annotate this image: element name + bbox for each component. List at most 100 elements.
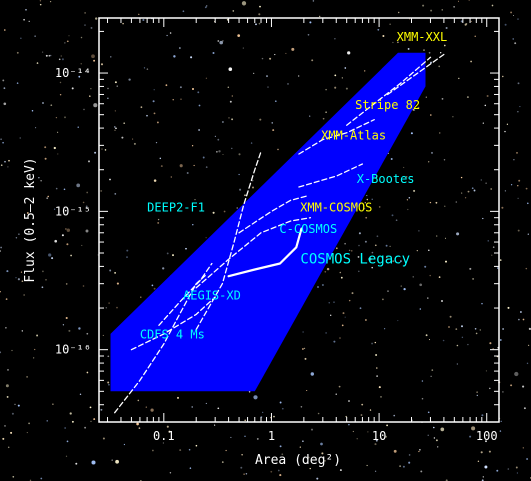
star (497, 267, 499, 269)
star (285, 52, 287, 54)
star (519, 106, 521, 108)
star (31, 109, 34, 112)
curve-xmm-xxl (386, 52, 447, 96)
star (115, 459, 119, 464)
star (502, 391, 504, 393)
star (0, 164, 3, 167)
star (258, 22, 261, 25)
star (309, 21, 312, 24)
star (492, 347, 494, 350)
star (91, 54, 95, 59)
star (371, 198, 373, 200)
star (46, 197, 49, 200)
star (326, 267, 330, 271)
star (376, 235, 379, 238)
star (485, 440, 487, 443)
star (170, 176, 172, 178)
star (420, 470, 423, 473)
star (5, 298, 8, 300)
star (71, 420, 74, 423)
star (516, 152, 518, 154)
star (338, 385, 341, 388)
star (0, 138, 2, 141)
star (0, 250, 1, 252)
x-tick-label: 10 (372, 429, 386, 443)
star (334, 38, 336, 40)
star (253, 72, 255, 74)
star (360, 414, 363, 416)
star (351, 292, 354, 295)
star (476, 394, 478, 397)
star (57, 73, 59, 76)
star (400, 285, 402, 287)
star (49, 54, 52, 57)
star (444, 237, 447, 239)
coverage-band-polygon (110, 52, 426, 392)
star (15, 277, 17, 279)
star (474, 327, 477, 330)
star (366, 464, 368, 467)
star (11, 349, 13, 352)
y-axis-ticks: 10⁻¹⁶ 10⁻¹⁵ 10⁻¹⁴ (55, 30, 499, 423)
star (166, 34, 168, 37)
star (489, 342, 492, 345)
star (153, 89, 155, 91)
star (61, 58, 64, 61)
star (527, 202, 529, 205)
star (441, 9, 443, 11)
star (231, 147, 233, 150)
star (48, 253, 52, 257)
star (19, 137, 21, 139)
star (109, 178, 111, 181)
star (140, 106, 143, 109)
star (63, 188, 66, 191)
star (408, 454, 411, 456)
star (480, 451, 483, 454)
star (242, 47, 244, 49)
star (160, 165, 163, 168)
x-axis-label: Area (deg²) (255, 453, 341, 468)
star (488, 450, 491, 453)
star (512, 14, 515, 17)
star (93, 103, 98, 108)
star (198, 104, 201, 107)
star (447, 325, 451, 329)
star (467, 190, 470, 193)
star (17, 278, 20, 281)
star (393, 414, 396, 417)
star (271, 122, 273, 124)
star (54, 239, 58, 243)
star (64, 427, 66, 429)
curve-xmm-cosmos (238, 194, 309, 234)
star (245, 473, 248, 475)
star (61, 234, 64, 237)
star (403, 287, 406, 291)
star (407, 39, 410, 41)
star (216, 151, 218, 153)
star (438, 276, 441, 278)
star (256, 437, 259, 440)
star (485, 182, 487, 184)
star (481, 302, 483, 305)
star (366, 195, 368, 197)
star (45, 54, 48, 57)
star (410, 132, 413, 135)
star (241, 1, 247, 6)
label-xmm-atlas: XMM-Atlas (321, 129, 386, 143)
coverage-band (110, 52, 426, 392)
star (310, 372, 314, 376)
star (231, 95, 233, 97)
star (162, 442, 165, 444)
star (517, 82, 520, 85)
star (36, 62, 39, 64)
star (14, 403, 16, 406)
star (110, 56, 112, 58)
star (237, 34, 241, 37)
star (339, 469, 342, 472)
star (468, 0, 470, 1)
star (84, 24, 86, 26)
star (107, 87, 109, 90)
star (380, 396, 382, 398)
star (382, 298, 384, 301)
star (34, 35, 36, 37)
